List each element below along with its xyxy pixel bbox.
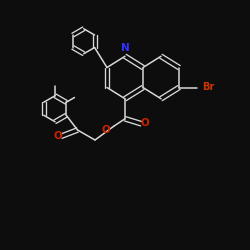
Text: O: O	[102, 125, 110, 135]
Text: O: O	[53, 131, 62, 141]
Text: Br: Br	[202, 82, 215, 92]
Text: N: N	[120, 43, 130, 53]
Text: O: O	[140, 118, 149, 128]
